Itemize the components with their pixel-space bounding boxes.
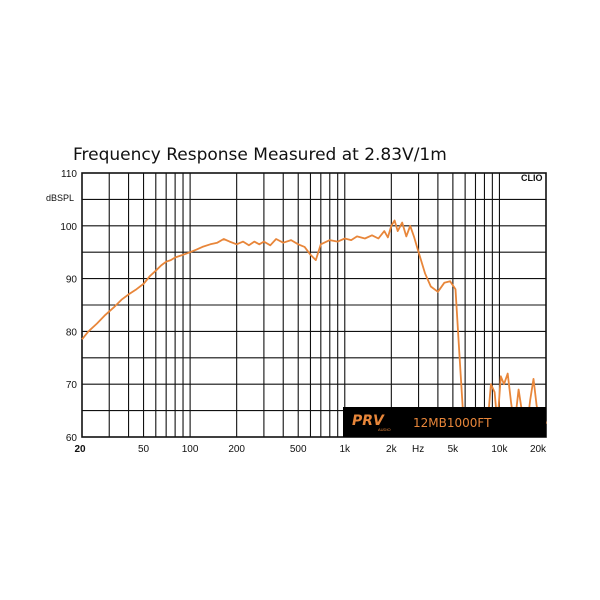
y-tick-labels: 60 70 80 90 100 110 — [60, 169, 77, 444]
brand-overlay-box — [343, 407, 546, 437]
y-tick-label: 60 — [66, 433, 78, 444]
y-tick-label: 80 — [66, 327, 78, 338]
x-tick-label: 20k — [530, 444, 547, 455]
brand-overlay: PRV AUDIO 12MB1000FT — [343, 407, 546, 437]
x-tick-label: 2k — [386, 444, 398, 455]
chart-title: Frequency Response Measured at 2.83V/1m — [73, 145, 447, 165]
y-tick-label: 100 — [60, 222, 77, 233]
x-tick-label: 50 — [138, 444, 150, 455]
x-tick-labels: 20 50 100 200 500 1k 2k 5k 10k 20k — [74, 444, 547, 455]
x-tick-label: 200 — [228, 444, 245, 455]
y-tick-label: 110 — [61, 169, 77, 180]
x-tick-label: 1k — [339, 444, 351, 455]
x-tick-label: 100 — [182, 444, 199, 455]
y-axis-label: dBSPL — [46, 193, 74, 203]
plot-frame — [81, 172, 547, 438]
y-tick-label: 70 — [66, 380, 78, 391]
brand-logo: PRV — [352, 413, 385, 429]
y-tick-label: 90 — [66, 275, 78, 286]
x-tick-label: 500 — [290, 444, 307, 455]
model-number: 12MB1000FT — [413, 416, 492, 430]
x-tick-label: 20 — [74, 444, 86, 455]
chart-grid — [82, 173, 546, 437]
x-axis-unit-label: Hz — [412, 444, 424, 455]
x-tick-label: 10k — [491, 444, 508, 455]
clio-corner-label: CLIO — [521, 173, 543, 183]
brand-logo-sub: AUDIO — [378, 427, 391, 432]
x-tick-label: 5k — [448, 444, 460, 455]
